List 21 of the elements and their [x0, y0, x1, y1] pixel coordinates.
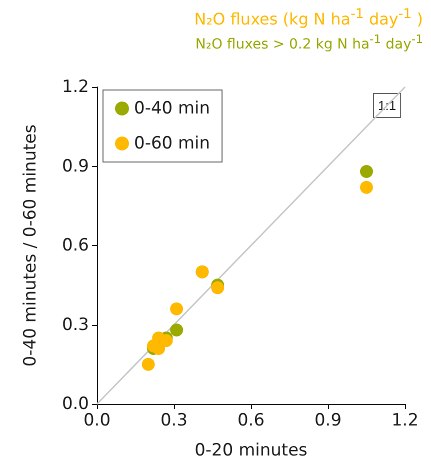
y-axis-title: 0-40 minutes / 0-60 minutes [20, 124, 40, 367]
y-tick-label: 0.6 [62, 236, 89, 256]
point [142, 358, 155, 371]
point [152, 342, 166, 356]
y-tick-label: 0.3 [62, 314, 89, 335]
chart-subtitle: N₂O fluxes > 0.2 kg N ha$^{-1}$ day$^{-1}$ [194, 31, 423, 54]
point [360, 180, 373, 194]
point [211, 281, 224, 294]
y-tick-label: 0.9 [62, 156, 89, 176]
x-tick-label: 0.3 [160, 410, 188, 430]
point [170, 302, 184, 316]
point [170, 324, 184, 337]
x-tick-label: 0.9 [314, 410, 342, 430]
point [360, 165, 373, 178]
x-axis-title: 0-20 minutes [194, 440, 308, 460]
legend-label: 0-40 min [134, 98, 210, 118]
x-tick-label: 0.6 [237, 410, 265, 430]
x-tick-label: 1.2 [391, 410, 419, 430]
y-tick-label: 1.2 [62, 77, 89, 97]
legend-label: 0-60 min [134, 134, 210, 154]
chart-title: N₂O fluxes (kg N ha$^{-1}$ day$^{-1}$ ) [194, 6, 423, 30]
